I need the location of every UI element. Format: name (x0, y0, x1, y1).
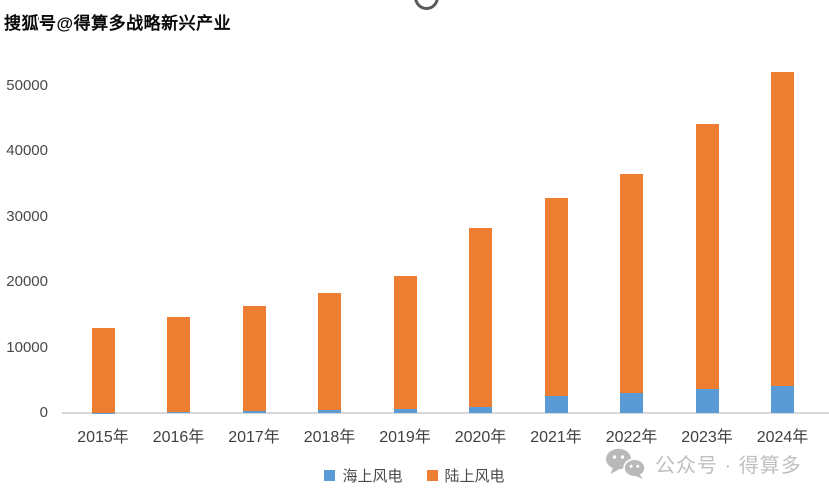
bar-2017年 (242, 305, 266, 413)
legend-swatch-onshore (426, 469, 438, 481)
bar-segment-offshore (318, 410, 341, 413)
y-tick-label: 30000 (6, 207, 48, 225)
x-tick-label: 2015年 (77, 429, 129, 446)
y-tick-label: 60000 (6, 11, 48, 28)
bar-segment-offshore (167, 412, 190, 413)
bar-segment-onshore (544, 197, 568, 396)
y-tick-label: 0 (39, 404, 48, 421)
bar-segment-offshore (544, 395, 568, 413)
bar-segment-onshore (695, 123, 719, 389)
bar-2023年 (695, 123, 719, 413)
legend-item-offshore: 海上风电 (324, 465, 403, 486)
x-tick-label: 2017年 (228, 429, 280, 446)
x-tick-label: 2018年 (303, 429, 356, 446)
y-tick-label: 40000 (6, 142, 48, 159)
bar-segment-offshore (393, 409, 417, 413)
bar-2018年 (318, 292, 341, 413)
y-tick-label: 20000 (6, 273, 48, 290)
bar-segment-offshore (695, 388, 719, 413)
bar-2020年 (469, 228, 492, 413)
legend-label-onshore: 陆上风电 (444, 467, 505, 485)
bar-segment-onshore (167, 317, 190, 412)
bar-2024年 (771, 72, 794, 413)
wechat-icon (606, 448, 646, 479)
bar-2022年 (620, 173, 643, 413)
bar-2015年 (91, 328, 115, 413)
legend-swatch-offshore (324, 469, 336, 481)
bar-segment-onshore (242, 305, 266, 412)
x-tick-label: 2022年 (605, 429, 658, 446)
bar-segment-onshore (318, 292, 341, 411)
y-tick-label: 10000 (6, 338, 48, 356)
x-axis-line (62, 412, 829, 414)
y-tick-label: 50000 (6, 76, 48, 94)
x-tick-label: 2023年 (681, 429, 733, 446)
x-tick-label: 2019年 (379, 429, 431, 446)
legend-label-offshore: 海上风电 (342, 467, 403, 485)
x-tick-label: 2021年 (530, 429, 582, 446)
bar-segment-offshore (469, 407, 492, 413)
bar-2021年 (544, 197, 568, 413)
watermark-wechat: 公众号 · 得算多 (605, 448, 802, 479)
bar-segment-onshore (620, 173, 643, 394)
bar-segment-offshore (771, 385, 794, 413)
watermark-wechat-text: 公众号 · 得算多 (655, 455, 802, 477)
watermark-sohu: 搜狐号@得算多战略新兴产业 (4, 14, 232, 33)
bar-segment-onshore (469, 228, 492, 408)
bar-segment-offshore (242, 411, 266, 413)
legend: 海上风电 陆上风电 (0, 464, 829, 486)
bar-2019年 (393, 276, 417, 413)
x-tick-label: 2020年 (454, 429, 507, 446)
bar-2016年 (167, 317, 190, 413)
legend-item-onshore: 陆上风电 (426, 465, 505, 486)
x-tick-label: 2016年 (152, 429, 205, 446)
bar-segment-offshore (620, 393, 643, 413)
x-tick-label: 2024年 (756, 429, 809, 446)
bar-segment-onshore (771, 72, 794, 386)
bar-segment-onshore (393, 276, 417, 410)
bar-segment-onshore (91, 328, 115, 413)
cropped-title-glyph (414, 0, 439, 10)
